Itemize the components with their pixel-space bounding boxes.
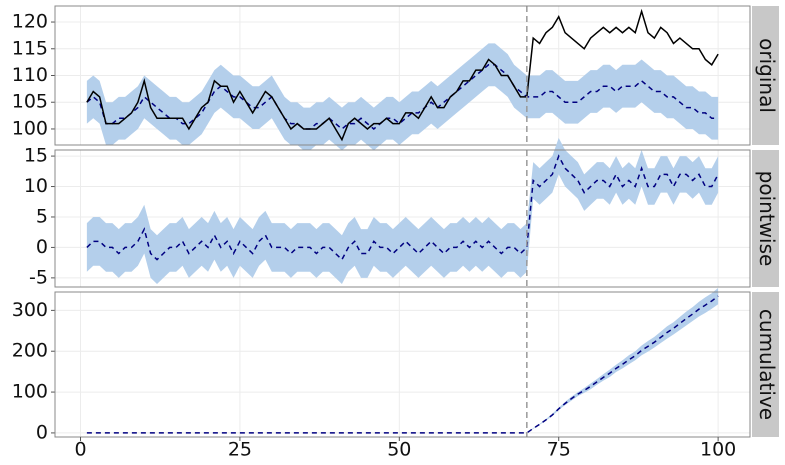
observed-line (86, 8, 719, 142)
y-tick-label: 300 (12, 299, 48, 321)
y-tick-label: 0 (36, 421, 48, 443)
panel-border (54, 291, 751, 438)
y-tick-label: 0 (36, 236, 48, 258)
x-tick-label: 0 (74, 439, 86, 461)
strip (752, 6, 779, 145)
predicted-line (86, 295, 719, 434)
predicted-line (86, 154, 719, 261)
predicted-line (86, 64, 719, 130)
y-tick-label: 100 (12, 381, 48, 403)
strip (752, 292, 779, 437)
y-tick-label: 115 (12, 37, 48, 59)
y-tick-label: 15 (24, 145, 48, 167)
x-tick-label: 75 (547, 439, 571, 461)
panel-border (54, 5, 751, 146)
strip-label: pointwise (755, 171, 779, 267)
strip-label: original (755, 38, 779, 113)
strip-label: cumulative (755, 309, 779, 420)
y-tick-label: 120 (12, 11, 48, 33)
y-tick-label: 100 (12, 117, 48, 139)
x-tick-label: 100 (700, 439, 736, 461)
y-tick-label: 10 (24, 175, 48, 197)
y-tick-label: 5 (36, 205, 48, 227)
y-tick-label: 110 (12, 64, 48, 86)
panel-background (55, 292, 750, 437)
panel-border (54, 149, 751, 288)
interval-band (86, 43, 719, 151)
y-tick-label: 200 (12, 340, 48, 362)
strip (752, 150, 779, 287)
interval-band (86, 137, 719, 284)
x-tick-label: 25 (228, 439, 252, 461)
x-tick-label: 50 (387, 439, 411, 461)
y-tick-label: 105 (12, 91, 48, 113)
y-tick-label: -5 (29, 266, 48, 288)
